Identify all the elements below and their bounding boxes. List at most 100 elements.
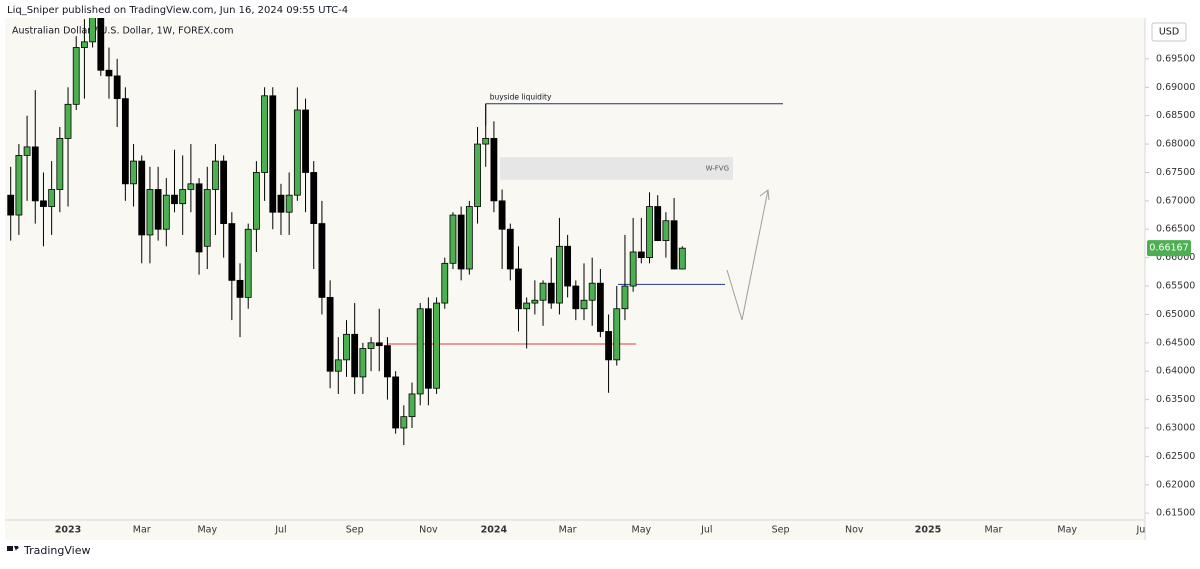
candle-body	[302, 109, 309, 173]
projection-arrowhead	[759, 189, 770, 201]
candle-body	[359, 348, 367, 378]
y-tick-label: 0.63500	[1156, 394, 1195, 405]
candle-body	[596, 282, 604, 332]
x-tick-label: Sep	[346, 525, 364, 536]
y-tick-label: 0.64500	[1156, 337, 1195, 348]
candle-body	[138, 160, 146, 236]
candle-body	[203, 189, 211, 247]
candle-body	[334, 359, 342, 372]
y-tick-label: 0.62000	[1156, 479, 1195, 490]
candle-body	[433, 302, 440, 389]
x-tick-label: Nov	[419, 525, 438, 536]
candle-body	[171, 194, 178, 205]
candle-body	[457, 214, 465, 270]
y-tick-label: 0.64000	[1156, 366, 1195, 377]
candle-body	[367, 342, 375, 349]
publish-info: Liq_Sniper published on TradingView.com,…	[7, 5, 348, 16]
candle-body	[277, 194, 285, 213]
candle-body	[72, 47, 80, 105]
candle-body	[539, 282, 547, 301]
candle-body	[482, 137, 490, 145]
plot-area	[7, 18, 783, 446]
candle-body	[621, 285, 629, 310]
y-tick-label: 0.67500	[1156, 167, 1195, 178]
x-tick-label: 2023	[55, 525, 81, 536]
y-tick-label: 0.66000	[1156, 252, 1195, 263]
candle-body	[285, 194, 293, 213]
candle-body	[326, 296, 334, 372]
tradingview-logo	[7, 546, 19, 551]
x-tick-label: Mar	[985, 525, 1003, 536]
candle-body	[293, 109, 301, 196]
x-tick-label: Ju	[1136, 525, 1146, 536]
candle-body	[343, 333, 350, 361]
zone-label: W-FVG	[706, 164, 729, 172]
candle-body	[490, 137, 498, 202]
candle-body	[637, 251, 645, 259]
y-tick-label: 0.61500	[1156, 508, 1195, 519]
last-price-tag	[1147, 240, 1191, 257]
candle-body	[654, 206, 662, 242]
candle-body	[465, 206, 473, 270]
y-tick-label: 0.67000	[1156, 195, 1195, 206]
x-tick-label: May	[632, 525, 652, 536]
projection-path	[726, 189, 769, 321]
candle-body	[392, 376, 400, 429]
candle-body	[130, 160, 137, 185]
candle-body	[547, 282, 555, 304]
candle-body	[564, 245, 572, 287]
x-tick-label: Mar	[133, 525, 151, 536]
candle-body	[408, 393, 416, 418]
candle-body	[474, 143, 481, 207]
candle-body	[81, 41, 88, 48]
candle-body	[416, 308, 424, 395]
brand-label: TradingView	[23, 544, 90, 557]
x-tick-label: Mar	[559, 525, 577, 536]
candle-body	[269, 95, 277, 213]
currency-label: USD	[1159, 27, 1179, 38]
candle-body	[506, 228, 514, 270]
x-tick-label: 2024	[481, 525, 508, 536]
candle-body	[154, 189, 162, 230]
candle-body	[310, 172, 318, 224]
candle-body	[228, 223, 236, 281]
candle-body	[31, 146, 39, 202]
symbol-title: Australian Dollar / U.S. Dollar, 1W, FOR…	[12, 26, 234, 37]
candle-body	[580, 299, 588, 310]
candle-body	[605, 331, 612, 361]
candle-body	[23, 146, 31, 156]
y-tick-label: 0.66500	[1156, 224, 1195, 235]
y-tick-label: 0.65000	[1156, 309, 1195, 320]
time-axis-background	[5, 520, 1145, 540]
candle-body	[662, 220, 670, 242]
candle-body	[515, 268, 522, 310]
candle-body	[556, 245, 563, 304]
candle-body	[187, 183, 195, 190]
x-tick-label: Nov	[845, 525, 864, 536]
candle-body	[244, 228, 252, 298]
candle-body	[48, 189, 56, 207]
fvg-zone	[500, 157, 733, 180]
level-label: buyside liquidity	[490, 93, 552, 102]
candle-body	[56, 137, 64, 190]
currency-box[interactable]	[1151, 22, 1187, 42]
candle-body	[375, 342, 383, 347]
candle-body	[629, 251, 637, 287]
candle-body	[646, 206, 653, 259]
candle-body	[236, 279, 244, 298]
candle-body	[113, 75, 121, 100]
candle-body	[146, 189, 154, 236]
candle-body	[195, 183, 203, 253]
candle-body	[261, 95, 268, 173]
x-tick-label: Sep	[772, 525, 790, 536]
y-tick-label: 0.63000	[1156, 423, 1195, 434]
candle-body	[588, 282, 596, 301]
candle-body	[105, 69, 113, 77]
y-tick-label: 0.69500	[1156, 53, 1195, 64]
candle-body	[15, 155, 23, 216]
x-tick-label: May	[197, 525, 217, 536]
candle-body	[531, 299, 539, 304]
x-tick-label: May	[1057, 525, 1077, 536]
candle-body	[97, 18, 105, 71]
